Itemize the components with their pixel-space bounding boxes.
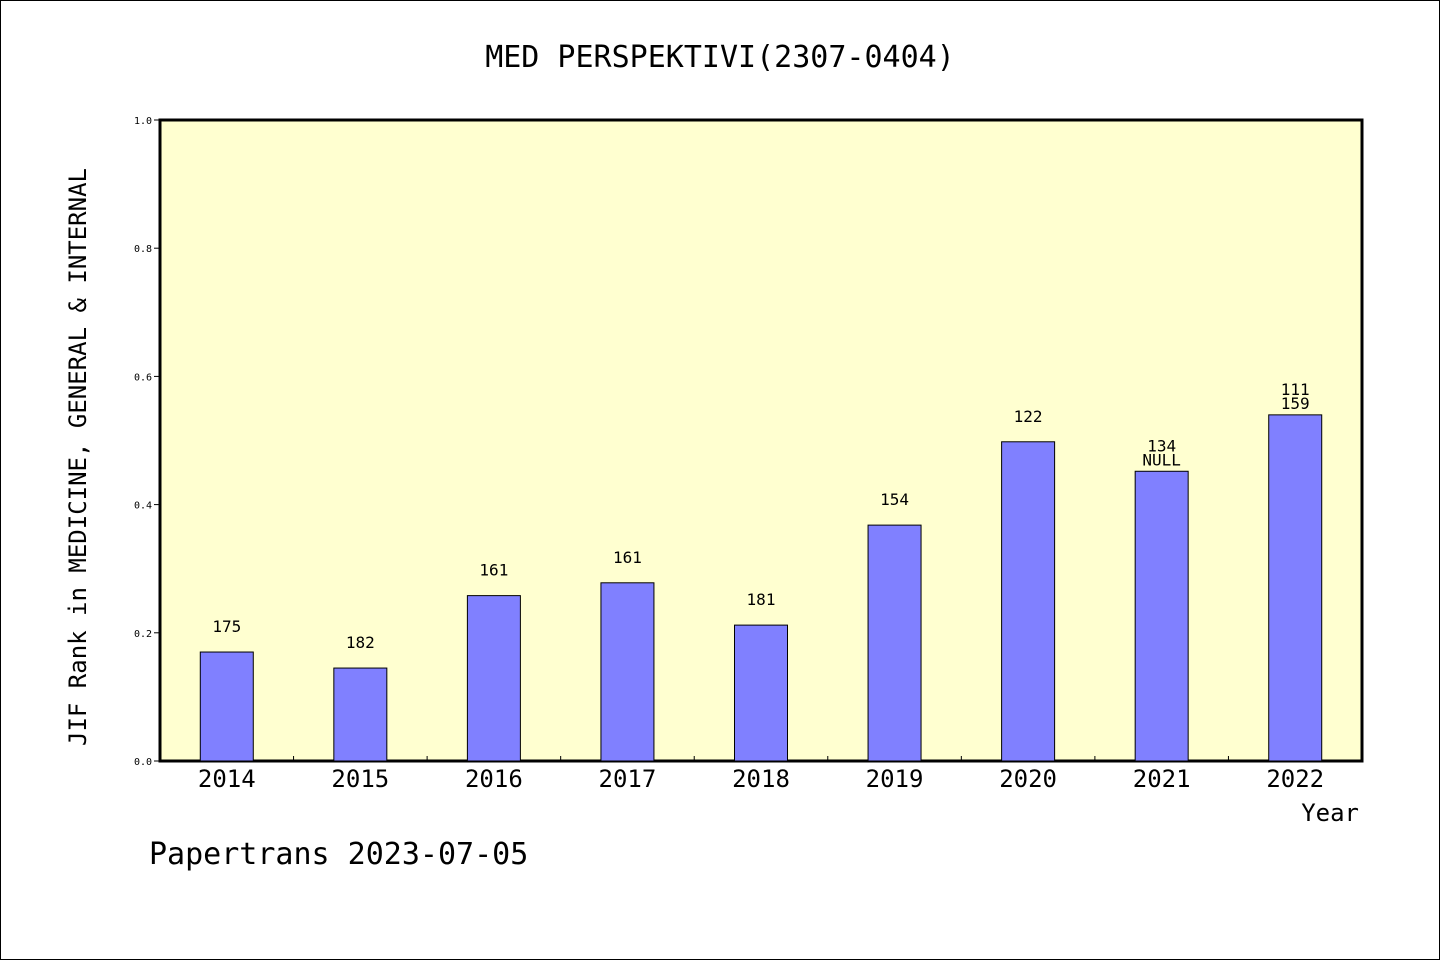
y-tick-label: 0.2 [134,629,152,640]
bar-data-label: 175 [212,617,241,636]
y-tick-label: 0.0 [134,757,152,768]
x-tick-label: 2018 [732,765,790,793]
bar [1268,414,1323,762]
bar-data-label: 181 [747,590,776,609]
bar [1001,441,1056,762]
bar-data-label: 161 [479,561,508,580]
x-tick-label: 2015 [331,765,389,793]
x-tick-label: 2016 [465,765,523,793]
y-tick-label: 1.0 [134,116,152,127]
bar-data-label: 159 [1281,394,1310,413]
bar [466,595,521,762]
x-tick-label: 2017 [599,765,657,793]
y-tick-label: 0.4 [134,501,152,512]
bar [199,651,254,762]
bar-data-label: 134 [1147,436,1176,455]
y-axis: 0.0 0.2 0.4 0.6 0.8 1.0 [134,116,160,768]
x-tick-label: 2019 [866,765,924,793]
bar-data-label: 111 [1281,380,1310,399]
bar-data-label: 122 [1014,407,1043,426]
bar [734,624,788,762]
x-tick-label: 2014 [198,765,256,793]
y-axis-label: JIF Rank in MEDICINE, GENERAL & INTERNAL [64,168,92,746]
footer-credit: Papertrans 2023-07-05 [149,837,528,872]
x-axis: 2014 2015 2016 2017 2018 2019 2020 2021 2022 [198,756,1324,793]
bar-data-label: NULL [1142,450,1181,469]
x-axis-label: Year [1301,799,1359,827]
x-tick-label: 2020 [999,765,1057,793]
bar [867,524,922,762]
bar-data-label: 154 [880,490,909,509]
bar [333,667,388,762]
bar [600,582,655,762]
x-tick-label: 2021 [1133,765,1191,793]
bar [1134,470,1189,762]
bar-data-label: 161 [613,548,642,567]
y-tick-label: 0.8 [134,244,152,255]
y-tick-label: 0.6 [134,372,152,383]
x-tick-label: 2022 [1266,765,1324,793]
chart-title: MED PERSPEKTIVI(2307-0404) [485,40,955,75]
bar-data-label: 182 [346,633,375,652]
